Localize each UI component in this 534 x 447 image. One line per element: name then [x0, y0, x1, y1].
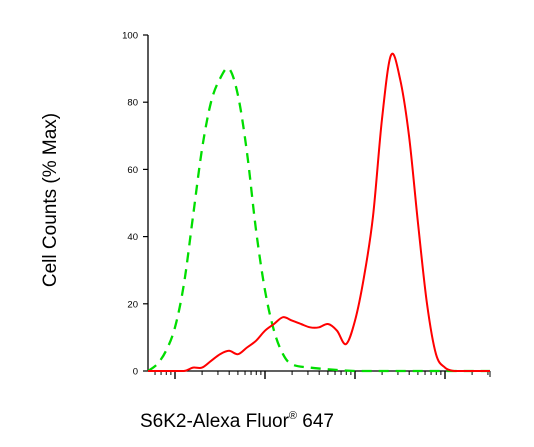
y-tick-label-20: 20: [127, 299, 138, 310]
x-axis-label-tail: 647: [297, 411, 334, 432]
y-tick-label-60: 60: [127, 165, 138, 176]
isotype-control-curve: [147, 66, 490, 373]
y-tick-label-100: 100: [122, 31, 138, 42]
x-axis-label: S6K2-Alexa Fluor® 647: [140, 410, 334, 432]
y-tick-label-80: 80: [127, 98, 138, 109]
y-axis-label: Cell Counts (% Max): [40, 113, 61, 287]
x-ticks: [154, 371, 491, 379]
y-tick-label-40: 40: [127, 232, 138, 243]
plot-area: 0 20 40 60 80 100: [122, 31, 491, 379]
y-tick-label-0: 0: [133, 367, 138, 378]
x-axis-label-sup: ®: [289, 410, 297, 422]
series-layer: [147, 52, 490, 373]
x-axis-label-main: S6K2-Alexa Fluor: [140, 411, 290, 432]
sample-curve: [147, 52, 490, 372]
y-ticks: 0 20 40 60 80 100: [122, 31, 148, 378]
